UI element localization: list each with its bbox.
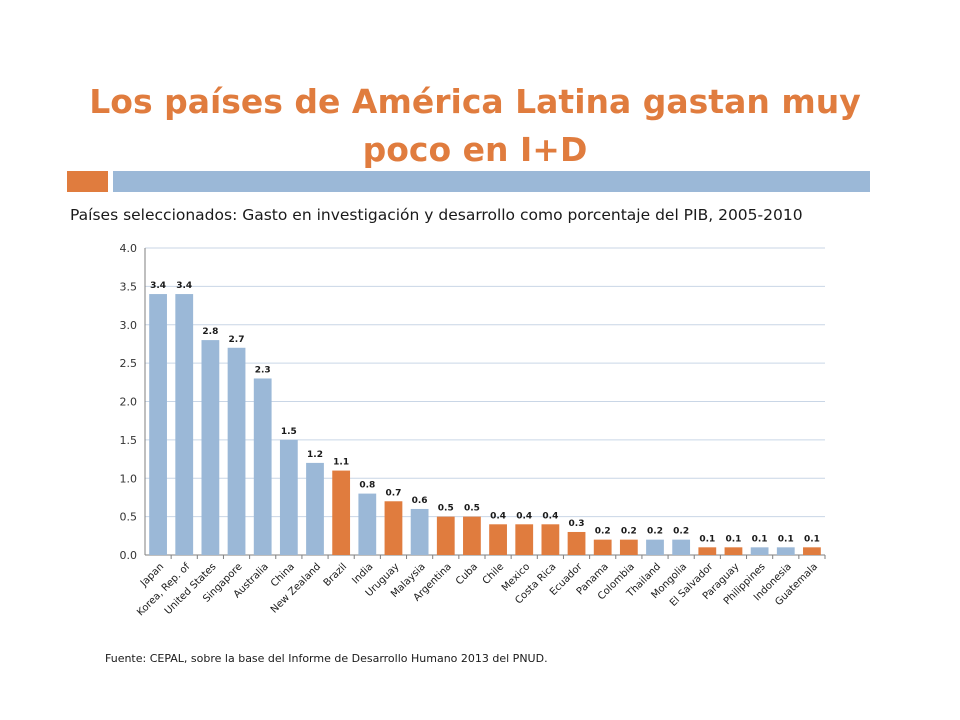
bar xyxy=(149,294,167,555)
data-label: 1.5 xyxy=(281,427,297,437)
data-label: 0.5 xyxy=(438,504,454,514)
data-label: 0.2 xyxy=(647,527,663,537)
data-label: 0.4 xyxy=(490,511,506,521)
slide-title-line-1: Los países de América Latina gastan muy xyxy=(89,82,861,121)
category-label: Cuba xyxy=(454,561,480,587)
data-label: 0.2 xyxy=(595,527,611,537)
y-tick-label: 0.5 xyxy=(120,511,138,524)
bar xyxy=(672,539,691,555)
slide-title: Los países de América Latina gastan muy … xyxy=(60,78,890,174)
y-tick-label: 2.0 xyxy=(120,396,138,409)
bar xyxy=(619,539,638,555)
bar xyxy=(358,493,377,555)
bar xyxy=(306,462,324,555)
bar xyxy=(463,516,481,555)
y-tick-label: 3.5 xyxy=(120,280,138,293)
data-label: 0.1 xyxy=(752,534,768,544)
y-tick-label: 2.5 xyxy=(120,357,138,370)
bar xyxy=(253,378,272,555)
bar xyxy=(410,508,429,555)
bar xyxy=(489,524,507,555)
bar xyxy=(750,547,769,555)
data-label: 3.4 xyxy=(176,281,192,291)
bar xyxy=(593,539,612,555)
bar xyxy=(384,501,403,555)
bar xyxy=(227,347,246,555)
source-note: Fuente: CEPAL, sobre la base del Informe… xyxy=(105,652,548,665)
data-label: 0.1 xyxy=(778,534,794,544)
chart-title: Países seleccionados: Gasto en investiga… xyxy=(70,206,803,224)
data-label: 1.2 xyxy=(307,450,323,460)
bar xyxy=(279,439,298,555)
data-label: 2.7 xyxy=(229,335,245,345)
accent-bar-orange xyxy=(67,171,108,192)
y-tick-label: 4.0 xyxy=(120,242,138,255)
data-label: 0.2 xyxy=(621,527,637,537)
accent-bar-blue xyxy=(113,171,870,192)
data-label: 0.4 xyxy=(516,511,532,521)
bar xyxy=(515,524,534,555)
y-tick-label: 0.0 xyxy=(120,549,138,562)
y-tick-label: 1.0 xyxy=(120,472,138,485)
bar xyxy=(541,524,560,555)
data-label: 0.7 xyxy=(385,488,401,498)
bar xyxy=(332,470,351,555)
data-label: 0.4 xyxy=(542,511,558,521)
bar xyxy=(803,547,821,555)
data-label: 2.3 xyxy=(255,365,271,375)
slide-title-line-2: poco en I+D xyxy=(362,130,588,169)
data-label: 0.1 xyxy=(725,534,741,544)
category-label: Brazil xyxy=(322,561,350,589)
data-label: 0.1 xyxy=(804,534,820,544)
bar xyxy=(175,294,194,555)
bar xyxy=(201,340,220,555)
data-label: 0.1 xyxy=(699,534,715,544)
data-label: 0.8 xyxy=(359,481,375,491)
data-label: 2.8 xyxy=(202,327,218,337)
y-tick-label: 1.5 xyxy=(120,434,138,447)
data-label: 0.3 xyxy=(569,519,585,529)
y-tick-label: 3.0 xyxy=(120,319,138,332)
bar xyxy=(724,547,743,555)
bar xyxy=(698,547,717,555)
bar xyxy=(776,547,795,555)
data-label: 3.4 xyxy=(150,281,166,291)
bar xyxy=(646,539,664,555)
bar xyxy=(436,516,455,555)
data-label: 0.6 xyxy=(412,496,428,506)
data-label: 0.2 xyxy=(673,527,689,537)
data-label: 0.5 xyxy=(464,504,480,514)
data-label: 1.1 xyxy=(333,458,349,468)
bar xyxy=(567,531,586,555)
